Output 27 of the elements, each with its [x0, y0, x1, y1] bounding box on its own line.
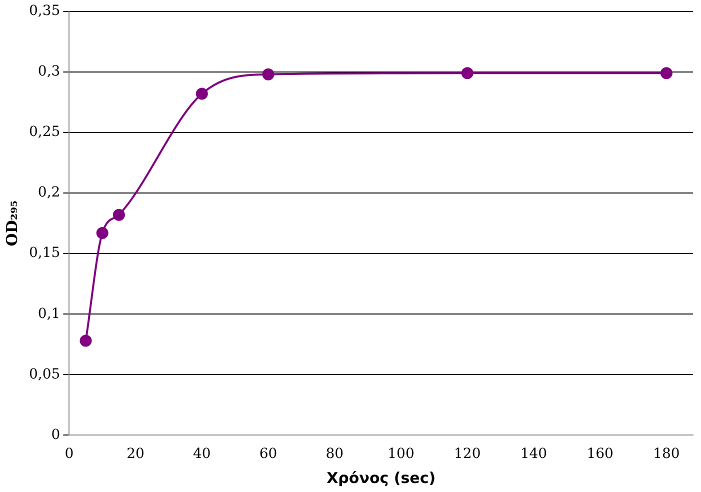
x-tick-label: 20	[126, 446, 144, 462]
point	[80, 334, 92, 347]
x-tick-label: 40	[192, 446, 211, 462]
point	[660, 67, 672, 80]
y-tick-label: 0,35	[29, 3, 60, 20]
x-tick-label: 160	[586, 446, 614, 462]
y-tick-label: 0,05	[29, 366, 60, 382]
x-tick-label: 60	[259, 446, 278, 462]
point	[461, 67, 474, 80]
y-tick-label: 0,25	[29, 124, 60, 140]
x-axis-title: Χρόνος (sec)	[326, 468, 436, 487]
y-tick-label: 0,1	[38, 306, 60, 322]
x-tick-label: 180	[653, 446, 680, 462]
y-tick-label: 0,2	[38, 184, 60, 201]
x-tick-label: 80	[326, 446, 344, 462]
point	[262, 68, 274, 80]
x-tick-label: 100	[388, 446, 414, 462]
point	[196, 88, 208, 100]
y-tick-label: 0,15	[29, 245, 60, 262]
x-tick-label: 140	[520, 446, 548, 462]
x-tick-label: 120	[454, 446, 481, 462]
point	[112, 208, 125, 221]
point	[96, 226, 108, 239]
x-tick-label: 0	[64, 446, 74, 462]
y-tick-label: 0	[51, 426, 60, 443]
y-axis-title: OD₂₉₅	[2, 200, 21, 246]
y-tick-label: 0,3	[38, 64, 60, 80]
